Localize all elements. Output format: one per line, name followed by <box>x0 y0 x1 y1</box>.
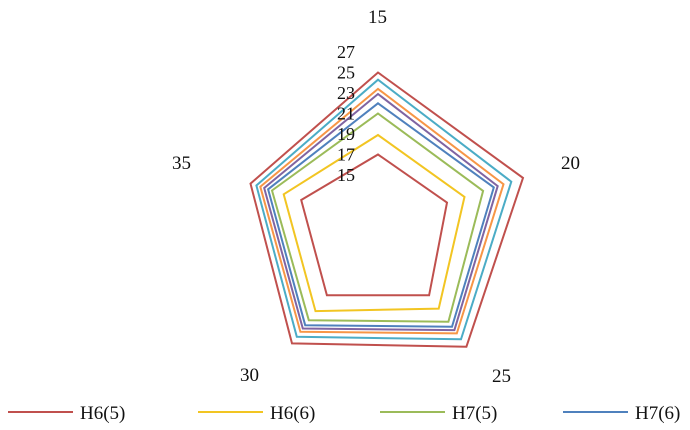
legend: H6(5) H6(6) H7(5) H7(6) <box>8 403 680 424</box>
radial-tick-label: 15 <box>337 165 355 185</box>
category-label: 35 <box>172 153 191 174</box>
radial-tick-label: 17 <box>337 145 355 165</box>
series-line-3 <box>266 102 495 328</box>
category-label: 30 <box>240 365 259 386</box>
legend-label: H6(5) <box>80 403 125 424</box>
series-line-2 <box>270 112 485 323</box>
legend-label: H6(6) <box>270 403 315 424</box>
radial-tick-label: 27 <box>337 42 355 62</box>
legend-label: H7(5) <box>452 403 497 424</box>
series-line-1 <box>282 133 466 313</box>
series-line-5 <box>259 87 505 335</box>
series-line-7 <box>249 71 525 348</box>
radial-tick-label: 23 <box>337 83 355 103</box>
series-layer <box>249 71 525 348</box>
radial-tick-label: 25 <box>337 63 355 83</box>
series-line-4 <box>263 92 499 332</box>
category-label: 25 <box>492 366 511 387</box>
category-label: 20 <box>561 153 580 174</box>
radial-tick-label: 21 <box>337 104 355 124</box>
series-line-0 <box>300 153 449 297</box>
radial-tick-label: 19 <box>337 124 355 144</box>
series-line-6 <box>255 78 513 341</box>
category-label: 15 <box>368 7 387 28</box>
category-labels: 15 20 25 30 35 <box>172 7 580 387</box>
legend-label: H7(6) <box>635 403 680 424</box>
